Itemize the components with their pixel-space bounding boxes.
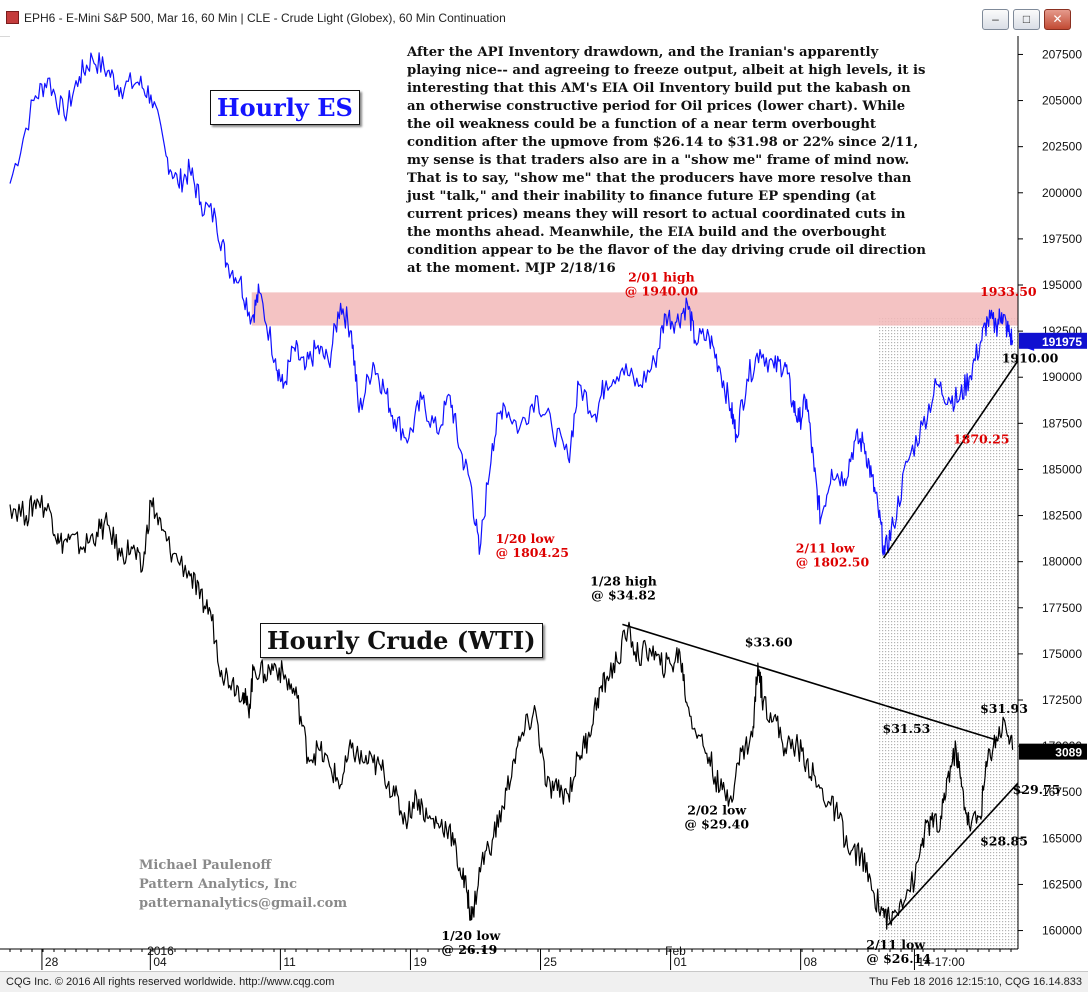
price-tag-badge <box>1019 332 1087 349</box>
chart-annotation: 1/28 high @ $34.82 <box>590 574 657 603</box>
chart-annotation: 2/11 low @ 1802.50 <box>796 540 870 569</box>
author-watermark: Michael Paulenoff Pattern Analytics, Inc… <box>139 856 347 913</box>
y-tick-label: 182500 <box>1042 509 1082 523</box>
author-name: Michael Paulenoff <box>139 858 272 873</box>
annotation-line: $29.75 <box>1013 782 1061 797</box>
x-tick-label: 25 <box>544 955 558 969</box>
annotation-line: $31.93 <box>980 701 1028 716</box>
chart-annotation: 1/20 low @ 26.19 <box>441 928 501 957</box>
annotation-line: 2/11 low <box>796 540 856 555</box>
x-tick-label: 04 <box>153 955 167 969</box>
chart-annotation: 2/02 low @ $29.40 <box>684 802 749 831</box>
y-tick-label: 200000 <box>1042 186 1082 200</box>
status-bar: CQG Inc. © 2016 All rights reserved worl… <box>0 971 1088 992</box>
maximize-button[interactable]: □ <box>1013 9 1040 30</box>
chart-annotation: 2/11 low @ $26.14 <box>866 937 931 966</box>
annotation-line: @ 1802.50 <box>796 554 870 569</box>
x-axis-panel <box>0 949 1018 971</box>
es-support-trendline <box>882 360 1019 559</box>
x-tick-label: 08 <box>804 955 818 969</box>
y-tick-label: 180000 <box>1042 555 1082 569</box>
price-tag-label: 3089 <box>1055 746 1082 760</box>
chart-area[interactable]: 207500 205000 202500 200000 197500 195000 19 25… <box>0 36 1088 971</box>
y-tick-label: 160000 <box>1042 924 1082 938</box>
crude-chart-title: Hourly Crude (WTI) <box>260 623 543 658</box>
y-axis-panel <box>1018 36 1088 971</box>
y-tick-label: 190000 <box>1042 370 1082 384</box>
minimize-button[interactable]: – <box>982 9 1009 30</box>
x-tick-label: 11 <box>283 955 296 969</box>
chart-annotation: $33.60 <box>745 635 793 650</box>
commentary-text: After the API Inventory drawdown, and th… <box>407 45 926 276</box>
chart-annotation: $31.53 <box>883 721 931 736</box>
y-tick-label: 207500 <box>1042 47 1082 61</box>
es-chart-title: Hourly ES <box>210 90 360 125</box>
annotation-line: @ 1940.00 <box>625 283 699 298</box>
annotation-line: $31.53 <box>883 721 931 736</box>
chart-annotation: $28.85 <box>980 834 1028 849</box>
y-tick-label: 195000 <box>1042 278 1082 292</box>
x-tick-label: 28 <box>45 955 59 969</box>
timestamp-text: Thu Feb 18 2016 12:15:10, CQG 16.14.833 <box>869 976 1082 988</box>
resistance-zone <box>251 292 1018 326</box>
close-button[interactable]: ✕ <box>1044 9 1071 30</box>
chart-annotation: 1/20 low @ 1804.25 <box>496 531 569 560</box>
crude-support-trendline <box>887 782 1019 926</box>
y-tick-label: 202500 <box>1042 140 1082 154</box>
x-section-label: Feb <box>665 944 686 958</box>
annotation-line: 2/02 low <box>687 802 747 817</box>
es-price-line <box>9 52 1014 556</box>
y-tick-label: 205000 <box>1042 94 1082 108</box>
annotation-line: 1/20 low <box>496 531 556 546</box>
x-section-label: 2016 <box>147 944 174 958</box>
window-title: EPH6 - E-Mini S&P 500, Mar 16, 60 Min | … <box>24 11 506 25</box>
crude-price-line <box>9 494 1014 930</box>
app-icon <box>6 11 19 24</box>
title-bar: EPH6 - E-Mini S&P 500, Mar 16, 60 Min | … <box>0 0 1088 37</box>
x-tick-label: 01 <box>674 955 688 969</box>
annotation-line: 2/01 high <box>628 269 695 284</box>
recent-period-shading <box>878 318 1018 949</box>
annotation-line: 1/28 high <box>590 574 657 589</box>
annotation-line: $33.60 <box>745 635 793 650</box>
y-tick-label: 167500 <box>1042 785 1082 799</box>
x-tick-label: 19 <box>413 955 427 969</box>
chart-annotation: 1933.50 <box>980 284 1037 299</box>
price-tag-label: 191975 <box>1042 335 1082 349</box>
y-tick-label: 165000 <box>1042 831 1082 845</box>
annotation-line: @ 1804.25 <box>496 545 569 560</box>
company-name: Pattern Analytics, Inc <box>139 877 298 892</box>
chart-annotation: 1910.00 <box>1002 350 1059 365</box>
annotation-line: @ $26.14 <box>866 951 931 966</box>
annotation-line: 1870.25 <box>953 432 1010 447</box>
y-tick-label: 172500 <box>1042 693 1082 707</box>
annotation-line: @ $29.40 <box>684 816 749 831</box>
chart-annotation: 1870.25 <box>953 432 1010 447</box>
annotation-line: @ 26.19 <box>441 942 497 957</box>
author-email: patternanalytics@gmail.com <box>139 896 348 911</box>
x-tick-label: 14-17:00 <box>917 955 965 969</box>
annotation-line: @ $34.82 <box>591 588 656 603</box>
y-tick-label: 197500 <box>1042 232 1082 246</box>
y-tick-label: 162500 <box>1042 877 1082 891</box>
annotation-line: 1/20 low <box>441 928 501 943</box>
crude-resistance-trendline <box>622 623 999 742</box>
annotation-line: 2/11 low <box>866 937 926 952</box>
y-tick-label: 185000 <box>1042 462 1082 476</box>
y-tick-label: 177500 <box>1042 601 1082 615</box>
annotation-line: 1910.00 <box>1002 350 1059 365</box>
y-tick-label: 187500 <box>1042 416 1082 430</box>
copyright-text: CQG Inc. © 2016 All rights reserved worl… <box>6 976 335 988</box>
chart-annotation: $29.75 <box>1013 782 1061 797</box>
price-tag-badge <box>1019 743 1087 760</box>
chart-annotation: 2/01 high @ 1940.00 <box>625 269 699 298</box>
y-tick-label: 175000 <box>1042 647 1082 661</box>
plot-background <box>10 36 1018 949</box>
annotation-line: 1933.50 <box>980 284 1037 299</box>
annotation-line: $28.85 <box>980 834 1028 849</box>
chart-annotation: $31.93 <box>980 701 1028 716</box>
